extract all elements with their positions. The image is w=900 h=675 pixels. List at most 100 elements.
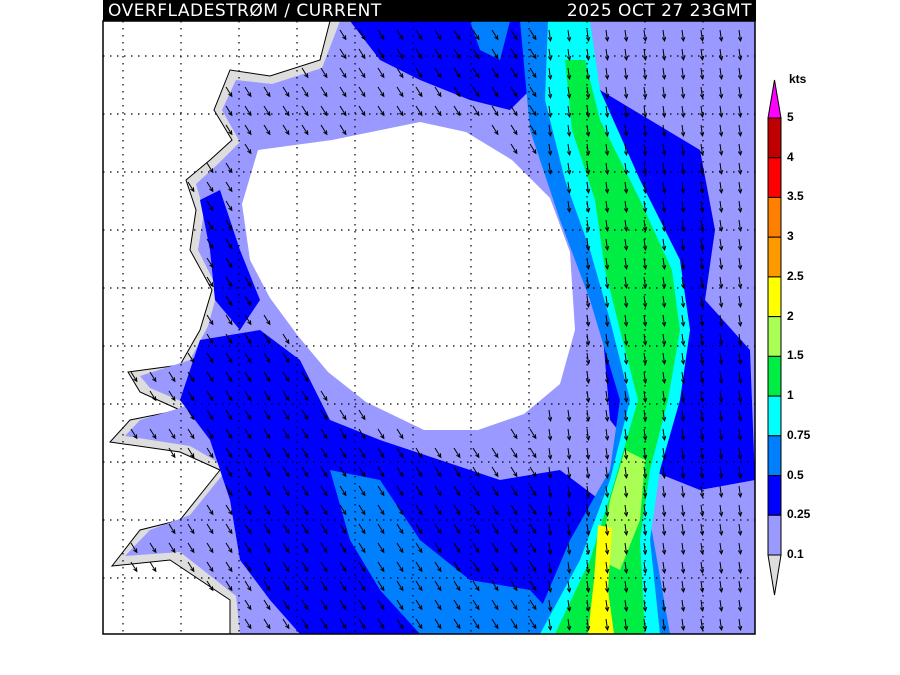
- current-arrow: [244, 618, 252, 630]
- current-arrow: [661, 371, 667, 385]
- current-arrow: [529, 485, 537, 497]
- current-arrow: [434, 599, 442, 611]
- current-arrow: [168, 523, 176, 535]
- current-arrow: [244, 599, 252, 611]
- current-arrow: [149, 561, 157, 573]
- current-arrow: [585, 618, 591, 632]
- current-arrow: [680, 599, 686, 613]
- current-arrow: [585, 485, 591, 499]
- current-arrow: [737, 561, 743, 575]
- current-arrow: [547, 409, 553, 423]
- current-arrow: [604, 542, 610, 556]
- current-arrow: [225, 295, 233, 307]
- current-arrow: [339, 618, 347, 630]
- current-arrow: [566, 162, 572, 176]
- current-arrow: [491, 67, 499, 79]
- current-arrow: [263, 466, 271, 478]
- current-arrow: [510, 523, 518, 535]
- current-arrow: [718, 295, 724, 309]
- current-arrow: [623, 580, 629, 594]
- current-arrow: [661, 580, 667, 594]
- current-arrow: [623, 200, 629, 214]
- current-arrow: [510, 447, 518, 459]
- current-arrow: [339, 428, 347, 440]
- colorbar-label: 2: [787, 308, 794, 323]
- current-arrow: [206, 257, 214, 269]
- current-arrow: [566, 618, 572, 632]
- current-arrow: [642, 105, 648, 119]
- current-arrow: [472, 523, 480, 535]
- current-arrow: [282, 124, 290, 136]
- current-arrow: [737, 466, 743, 480]
- current-arrow: [661, 29, 667, 43]
- current-arrow: [510, 599, 518, 611]
- current-arrow: [206, 181, 214, 193]
- current-arrow: [604, 257, 610, 271]
- current-arrow: [491, 29, 499, 41]
- current-arrow: [623, 523, 629, 537]
- current-arrow: [339, 86, 347, 98]
- current-arrow: [225, 200, 233, 212]
- current-arrow: [699, 618, 705, 632]
- current-arrow: [263, 523, 271, 535]
- current-arrow: [737, 390, 743, 404]
- current-arrow: [225, 428, 233, 440]
- current-arrow: [377, 428, 385, 440]
- current-arrow: [661, 485, 667, 499]
- current-arrow: [415, 599, 423, 611]
- current-arrow: [547, 48, 553, 62]
- current-arrow: [358, 29, 366, 41]
- current-arrow: [699, 86, 705, 100]
- current-arrow: [510, 542, 518, 554]
- current-arrow: [206, 580, 214, 592]
- current-arrow: [453, 504, 461, 516]
- current-arrow: [244, 409, 252, 421]
- current-arrow: [680, 200, 686, 214]
- current-arrow: [244, 428, 252, 440]
- current-arrow: [529, 48, 537, 60]
- current-arrow: [623, 238, 629, 252]
- current-arrow: [718, 48, 724, 62]
- current-arrow: [699, 485, 705, 499]
- current-arrow: [547, 561, 553, 575]
- current-arrow: [699, 219, 705, 233]
- current-arrow: [680, 67, 686, 81]
- current-arrow: [718, 599, 724, 613]
- current-arrow: [377, 542, 385, 554]
- current-arrow: [377, 599, 385, 611]
- current-arrow: [244, 504, 252, 516]
- current-arrow: [225, 352, 233, 364]
- current-arrow: [358, 409, 366, 421]
- current-arrow: [244, 124, 252, 136]
- current-arrow: [566, 409, 572, 423]
- current-arrow: [737, 523, 743, 537]
- current-arrow: [661, 105, 667, 119]
- current-arrow: [661, 67, 667, 81]
- colorbar-swatch: [767, 316, 782, 357]
- current-arrow: [718, 238, 724, 252]
- current-arrow: [396, 105, 404, 117]
- current-arrow: [244, 314, 252, 326]
- current-arrow: [415, 504, 423, 516]
- current-arrow: [661, 238, 667, 252]
- current-arrow: [510, 561, 518, 573]
- current-arrow: [623, 371, 629, 385]
- current-arrow: [529, 67, 537, 79]
- colorbar-swatch: [767, 475, 782, 516]
- current-arrow: [244, 580, 252, 592]
- current-arrow: [339, 124, 347, 136]
- current-arrow: [661, 352, 667, 366]
- current-arrow: [301, 447, 309, 459]
- current-arrow: [604, 333, 610, 347]
- current-arrow: [585, 105, 591, 119]
- current-arrow: [623, 447, 629, 461]
- current-arrow: [263, 314, 271, 326]
- current-arrow: [661, 124, 667, 138]
- current-arrow: [415, 48, 423, 60]
- current-arrow: [623, 257, 629, 271]
- current-arrow: [737, 618, 743, 632]
- current-arrow: [225, 390, 233, 402]
- current-arrow: [718, 200, 724, 214]
- current-arrow: [680, 580, 686, 594]
- current-arrow: [585, 428, 591, 442]
